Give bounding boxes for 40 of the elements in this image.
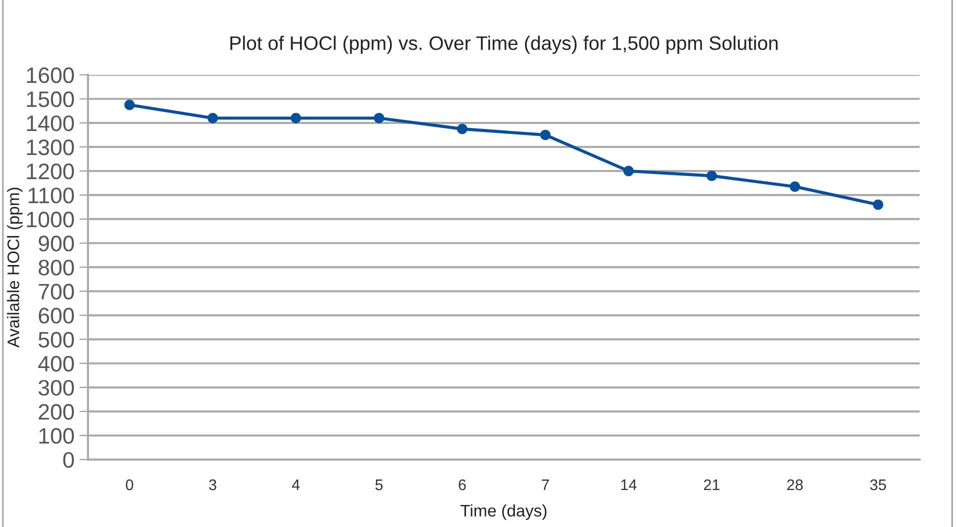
y-tick-label: 1000: [27, 212, 74, 228]
chart-title: Plot of HOCl (ppm) vs. Over Time (days) for 1,500 ppm Solution: [230, 36, 778, 54]
y-tick-label: 800: [38, 260, 74, 276]
point: [623, 166, 634, 176]
x-tick-label: 5: [375, 480, 383, 490]
x-tick-label: 6: [458, 479, 466, 490]
x-tick-label: 35: [870, 479, 886, 490]
y-tick-label: 0: [63, 452, 74, 468]
x-axis-title: Time (days): [460, 504, 546, 520]
x-tick-label: 21: [704, 479, 720, 490]
x-tick-label: 3: [209, 479, 216, 490]
y-tick-label: 600: [38, 308, 74, 324]
x-tick-label: 0: [126, 479, 134, 490]
point: [457, 124, 468, 134]
y-axis-title: Available HOCl (ppm): [7, 188, 23, 348]
y-tick-label: 1500: [27, 91, 74, 108]
point: [540, 130, 551, 140]
point: [124, 100, 135, 110]
y-tick-label: 300: [38, 380, 74, 396]
x-tick-label: 28: [787, 479, 803, 490]
point: [374, 112, 384, 124]
y-tick-label: 1300: [27, 140, 74, 156]
y-tick-label: 700: [38, 284, 74, 300]
y-tick-label: 500: [38, 332, 74, 348]
x-tick-label: 14: [621, 480, 637, 490]
y-tick-label: 1100: [28, 188, 74, 204]
y-tick-label: 1200: [27, 164, 74, 180]
y-tick-label: 900: [38, 236, 74, 252]
y-tick-label: 1400: [27, 115, 74, 132]
y-tick-label: 200: [38, 404, 74, 420]
point: [290, 112, 302, 124]
point: [208, 112, 218, 124]
y-tick-label: 100: [39, 428, 74, 444]
x-tick-label: 4: [292, 480, 300, 490]
y-tick-label: 1600: [27, 67, 74, 84]
x-tick-label: 7: [542, 480, 549, 490]
point: [790, 181, 800, 192]
point: [706, 170, 717, 182]
y-tick-label: 400: [38, 356, 74, 372]
point: [872, 199, 884, 210]
